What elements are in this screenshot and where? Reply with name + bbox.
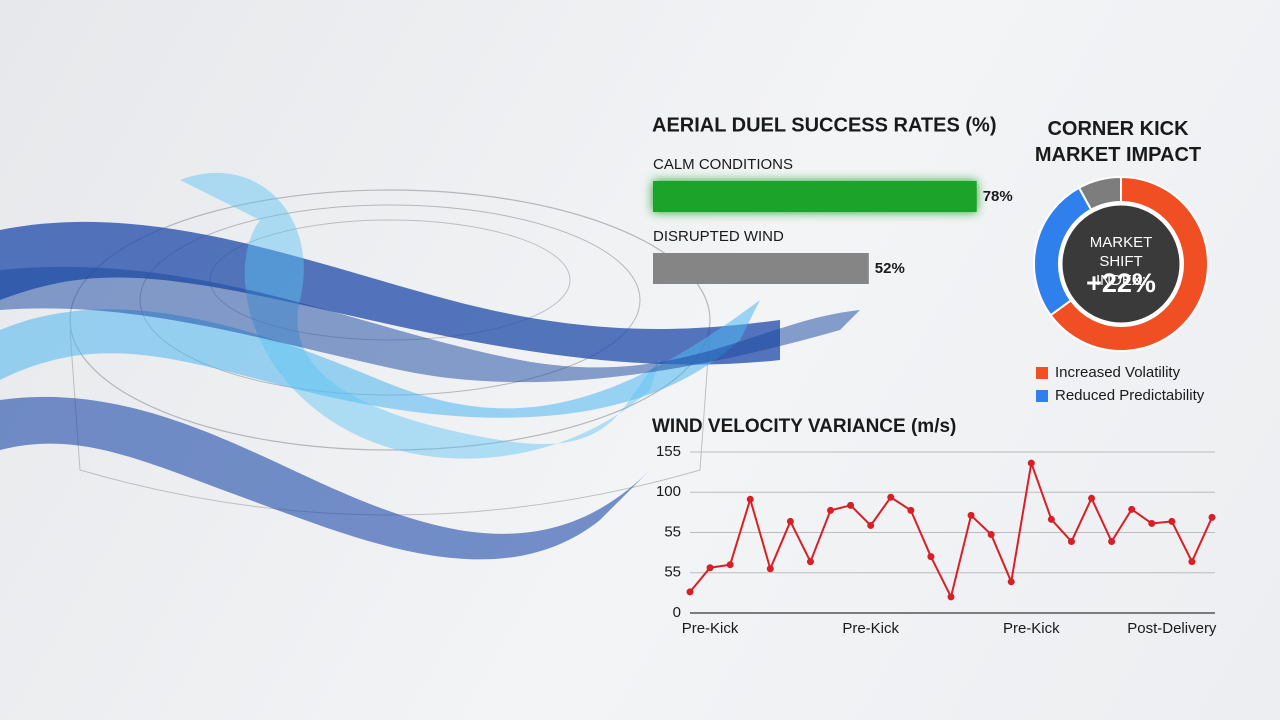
legend-swatch [1036, 390, 1048, 402]
point [867, 521, 875, 529]
point [1108, 538, 1116, 546]
point [1007, 578, 1015, 586]
stadium-art [0, 172, 860, 560]
point [1168, 517, 1176, 525]
category-label: DISRUPTED WIND [653, 228, 784, 245]
category-label: CALM CONDITIONS [653, 156, 793, 173]
chart-title: CORNER KICK MARKET IMPACT [1034, 118, 1202, 166]
center-label: MARKET SHIFT INDEX: [1089, 234, 1153, 289]
donut-segment [1049, 175, 1209, 352]
y-tick-label: 55 [664, 564, 681, 581]
donut-segment [1077, 175, 1122, 212]
chart-title: AERIAL DUEL SUCCESS RATES (%) [652, 114, 996, 136]
value-label: 78% [983, 188, 1013, 205]
center-value: +22% [1086, 268, 1156, 298]
bar [653, 253, 869, 284]
point [1128, 505, 1136, 513]
donut-center [1059, 202, 1183, 326]
value-label: 52% [875, 260, 905, 277]
point [847, 501, 855, 509]
point [927, 553, 935, 561]
chart-title: WIND VELOCITY VARIANCE (m/s) [652, 416, 956, 437]
x-tick-label: Pre-Kick [842, 620, 899, 637]
point [887, 493, 895, 501]
y-tick-label: 155 [656, 443, 681, 460]
point [947, 593, 955, 601]
legend-swatch [1036, 367, 1048, 379]
point [766, 565, 774, 573]
y-tick-label: 100 [656, 483, 681, 500]
point [967, 511, 975, 519]
point [806, 558, 814, 566]
point [686, 588, 694, 596]
point [1188, 558, 1196, 566]
legend-label: Reduced Predictability [1055, 387, 1205, 404]
point [987, 531, 995, 539]
point [746, 495, 754, 503]
x-tick-label: Post-Delivery [1127, 620, 1217, 637]
point [1027, 459, 1035, 467]
point [786, 517, 794, 525]
legend-label: Increased Volatility [1055, 364, 1181, 381]
point [1088, 494, 1096, 502]
x-tick-label: Pre-Kick [682, 620, 739, 637]
point [1208, 513, 1216, 521]
point [1148, 519, 1156, 527]
point [1067, 538, 1075, 546]
bar [653, 181, 977, 212]
point [1047, 515, 1055, 523]
y-tick-label: 55 [664, 523, 681, 540]
point [726, 561, 734, 569]
x-tick-label: Pre-Kick [1003, 620, 1060, 637]
point [827, 506, 835, 514]
point [706, 564, 714, 572]
point [907, 506, 915, 514]
line [689, 459, 1213, 600]
y-tick-label: 0 [673, 604, 681, 621]
